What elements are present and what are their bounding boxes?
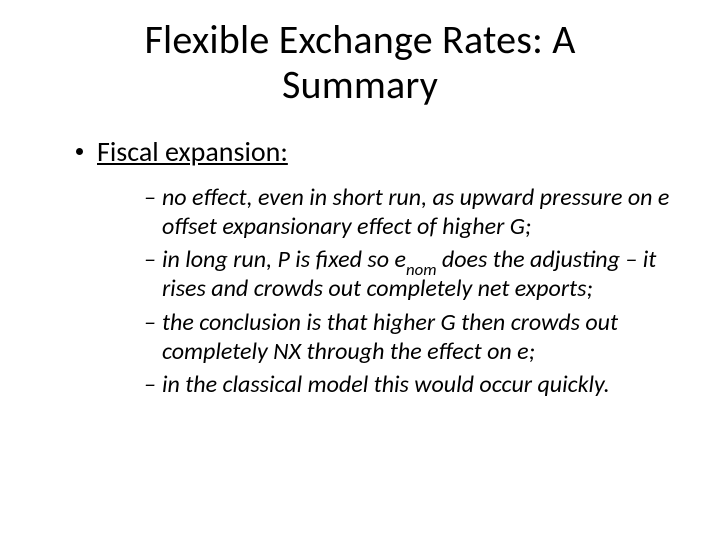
bullet-dash-icon: – xyxy=(144,308,156,337)
bullet-l2-text: in the classical model this would occur … xyxy=(162,370,672,399)
slide-title: Flexible Exchange Rates: A Summary xyxy=(48,18,672,108)
bullet-l2-pre: in long run, P is fixed so e xyxy=(162,245,406,274)
bullet-level-2: – no effect, even in short run, as upwar… xyxy=(144,183,672,242)
bullet-l2-text: no effect, even in short run, as upward … xyxy=(162,183,672,242)
bullet-dash-icon: – xyxy=(144,370,156,399)
bullet-l2-text: the conclusion is that higher G then cro… xyxy=(162,308,672,367)
bullet-dot-icon xyxy=(76,148,83,155)
bullet-level-2: – the conclusion is that higher G then c… xyxy=(144,308,672,367)
title-line-1: Flexible Exchange Rates: A xyxy=(144,15,575,64)
title-line-2: Summary xyxy=(282,60,438,109)
bullet-dash-icon: – xyxy=(144,245,156,274)
bullet-level-2: – in long run, P is fixed so enom does t… xyxy=(144,245,672,304)
bullet-l2-text: in long run, P is fixed so enom does the… xyxy=(162,245,672,304)
subscript: nom xyxy=(406,259,437,280)
slide: Flexible Exchange Rates: A Summary Fisca… xyxy=(0,0,720,540)
bullet-level-2: – in the classical model this would occu… xyxy=(144,370,672,399)
bullet-l1-text: Fiscal expansion: xyxy=(97,134,288,169)
bullet-dash-icon: – xyxy=(144,183,156,212)
bullet-level-1: Fiscal expansion: xyxy=(76,134,672,169)
